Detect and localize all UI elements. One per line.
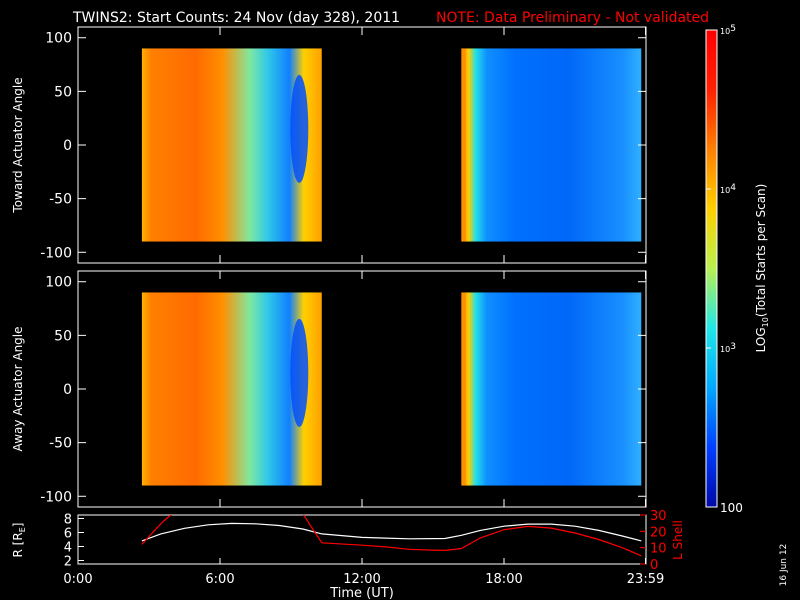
away-ytick-label: 50 [54, 328, 72, 344]
toward-ytick-label: 100 [45, 31, 72, 47]
toward-ytick-label: 50 [54, 84, 72, 100]
toward-heatmap-panel: 100 50 0 -50 -100 Toward Actuator Angle [11, 26, 647, 264]
away-ytick-label: 100 [45, 275, 72, 291]
radius-series-line [141, 522, 642, 542]
orbit-right-ytick-label: 30 [650, 509, 667, 524]
orbit-right-ytick-label: 20 [650, 525, 667, 540]
time-tick-label: 12:00 [343, 572, 380, 587]
time-tick-label: 18:00 [485, 572, 522, 587]
toward-ylabel: Toward Actuator Angle [11, 77, 25, 213]
orbit-right-ytick-label: 10 [650, 542, 667, 557]
away-ytick-label: -100 [40, 489, 72, 505]
away-ytick-label: 0 [63, 382, 72, 398]
time-axis: 0:00 6:00 12:00 18:00 23:59 [63, 558, 664, 587]
orbit-left-ylabel: R [RE] [11, 523, 27, 558]
colorbar-label: LOG10(Total Starts per Scan) [754, 184, 770, 353]
time-tick-label: 23:59 [627, 572, 664, 587]
orbit-left-ytick-label: 6 [64, 527, 72, 542]
time-tick-label: 6:00 [205, 572, 234, 587]
away-heatmap-panel: 100 50 0 -50 -100 Away Actuator Angle [11, 270, 647, 508]
time-tick-label: 0:00 [63, 572, 92, 587]
lshell-series-line [141, 515, 172, 545]
orbit-right-ytick-label: 0 [650, 558, 658, 573]
lshell-series-line [303, 515, 642, 557]
time-axis-label: Time (UT) [329, 586, 394, 600]
away-low-count-loop [290, 318, 309, 427]
toward-onset-band [461, 48, 466, 242]
chart-title: TWINS2: Start Counts: 24 Nov (day 328), … [72, 10, 400, 26]
colorbar: 105 104 103 100 LOG10(Total Starts per Scan… [705, 24, 770, 515]
toward-ytick-label: -50 [49, 192, 72, 208]
preliminary-note: NOTE: Data Preliminary - Not validated [436, 10, 709, 26]
colorbar-tick-label: 105 [720, 24, 736, 36]
orbit-left-ytick-label: 4 [64, 541, 72, 556]
colorbar-tick-label: 104 [720, 183, 736, 195]
toward-low-count-loop [290, 74, 309, 183]
date-stamp: 16 Jun 12 [779, 544, 789, 587]
orbit-left-ytick-label: 8 [64, 513, 72, 528]
orbit-right-ylabel: L Shell [671, 520, 685, 560]
colorbar-tick-label: 103 [720, 342, 736, 354]
orbit-left-ytick-label: 2 [64, 555, 72, 570]
colorbar-gradient [705, 29, 718, 508]
toward-segment-2 [461, 48, 642, 242]
away-onset-band [461, 292, 466, 486]
away-ytick-label: -50 [49, 436, 72, 452]
away-ylabel: Away Actuator Angle [11, 326, 25, 451]
away-segment-2 [461, 292, 642, 486]
toward-ytick-label: 0 [63, 138, 72, 154]
colorbar-tick-label: 100 [720, 501, 743, 515]
toward-ytick-label: -100 [40, 245, 72, 261]
